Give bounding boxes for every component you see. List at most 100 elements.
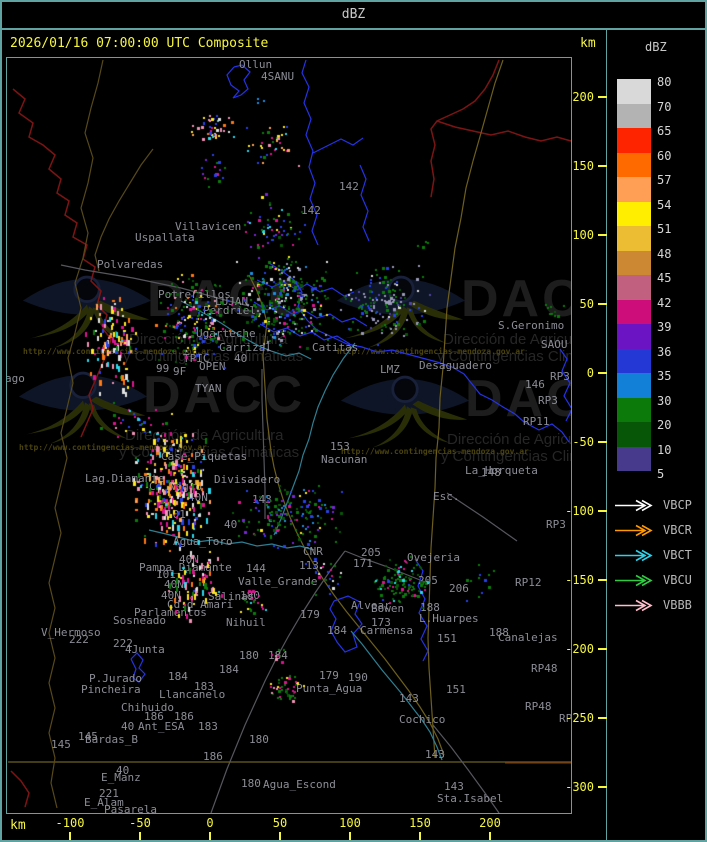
- y-axis-tick: [598, 441, 607, 443]
- y-axis-tick-label: 50: [579, 297, 594, 311]
- y-axis-tick: [598, 372, 607, 374]
- map-label: RP3: [546, 518, 566, 531]
- x-axis-tick-label: 150: [409, 816, 431, 830]
- timestamp: 2026/01/16 07:00:00 UTC Composite: [10, 36, 269, 51]
- dacc-url: http://www.contingencias.mendoza.gov.ar: [19, 443, 207, 452]
- window-title: dBZ: [2, 2, 705, 30]
- map-label: 145: [78, 730, 98, 743]
- map-label: 188: [420, 601, 440, 614]
- map-label: 143: [444, 780, 464, 793]
- legend-arrow-icon: [615, 599, 653, 612]
- x-axis-tick-label: 0: [206, 816, 214, 830]
- map-label: 40: [224, 518, 238, 531]
- y-axis-tick: [598, 786, 607, 788]
- map-label: 153: [330, 440, 350, 453]
- map-label: TPIC: [183, 352, 210, 365]
- colorbar-tick-label: 57: [657, 173, 672, 187]
- map-label: Polvaredas: [97, 258, 164, 271]
- x-axis-tick: [489, 832, 491, 840]
- y-axis-tick: [598, 717, 607, 719]
- map-label: E_Alam: [84, 796, 124, 809]
- colorbar-tick-label: 70: [657, 99, 672, 114]
- road-line: [261, 369, 266, 519]
- dacc-line1: Dirección de Agricultura: [447, 431, 571, 448]
- map-label: Canalejas: [498, 631, 558, 644]
- map-label: 99: [156, 362, 170, 375]
- legend-arrow-icon: [615, 524, 653, 537]
- map-label: 40N: [188, 491, 208, 504]
- map-label: 4Junta: [125, 643, 165, 656]
- river-line: [226, 64, 251, 99]
- map-label: Alvear: [351, 599, 391, 612]
- dacc-line1: Dirección de Agricultura: [129, 331, 288, 348]
- map-label: 190: [348, 671, 368, 684]
- x-axis-tick: [209, 832, 211, 840]
- map-label: 40N: [164, 578, 184, 591]
- map-label: 205: [418, 574, 438, 587]
- map-label: Carrizal: [219, 341, 272, 354]
- y-axis-tick: [598, 303, 607, 305]
- map-label: 101: [156, 568, 176, 581]
- dacc-url: http://www.contingencias.mendoza.gov.ar: [337, 347, 525, 356]
- map-label: Pampa_Diamante: [139, 561, 232, 574]
- map-label: Ovejeria: [407, 551, 460, 564]
- river-line: [268, 262, 570, 443]
- map-label: Chihuido: [121, 701, 174, 714]
- map-label: Lag.Diamante: [85, 472, 165, 485]
- colorbar-swatch: [617, 152, 651, 177]
- map-label: Cd.d_Amari: [167, 598, 234, 611]
- map-label: 143: [425, 748, 445, 761]
- y-axis-tick: [598, 165, 607, 167]
- colorbar-tick-label: 20: [657, 418, 672, 432]
- map-label: 183: [194, 680, 214, 693]
- y-axis-tick: [598, 234, 607, 236]
- map-label: OPEN: [199, 360, 226, 373]
- map-label: 173: [371, 616, 391, 629]
- map-label: Perdriel: [203, 304, 256, 317]
- map-label: RP48: [531, 662, 558, 675]
- map-label: 143: [399, 692, 419, 705]
- colorbar-swatch: [617, 348, 651, 373]
- dacc-line2: y Contingencias Climáticas: [123, 348, 304, 365]
- map-label: Nihuil: [226, 616, 266, 629]
- river-line: [256, 279, 355, 297]
- dacc-watermark-text: DACC: [143, 366, 306, 424]
- dacc-watermark-text: DACC: [147, 270, 310, 328]
- map-label: Bowen: [371, 602, 405, 615]
- map-label: 186: [144, 710, 164, 723]
- legend-code: VBCU: [663, 573, 692, 587]
- river-line: [180, 300, 312, 360]
- map-label: 9F: [173, 365, 187, 378]
- dacc-line2: y Contingencias Climáticas: [441, 448, 571, 465]
- y-axis-tick-label: -150: [565, 573, 594, 587]
- x-axis-tick: [279, 832, 281, 840]
- colorbar-tick-label: 60: [657, 148, 672, 163]
- map-label: RP12: [515, 576, 542, 589]
- map-label: Catitas: [312, 341, 359, 354]
- map-label: LMZ: [380, 363, 400, 376]
- colorbar-swatch: [617, 373, 651, 398]
- map-label: Divisadero: [214, 473, 281, 486]
- colorbar-swatch: [617, 324, 651, 349]
- colorbar-swatch: [617, 79, 651, 104]
- map-label: 142: [301, 204, 321, 217]
- y-axis-tick-label: -100: [565, 504, 594, 518]
- colorbar-swatch: [617, 422, 651, 447]
- map-label: Ant_ESA: [138, 720, 185, 733]
- map-label: LUJAN: [215, 295, 249, 308]
- map-label: 222: [113, 637, 133, 650]
- colorbar-swatch: [617, 103, 651, 128]
- map-label: 151: [446, 683, 466, 696]
- radar-echo-canvas: [7, 58, 571, 813]
- road-line: [248, 274, 445, 756]
- colorbar-swatch: [617, 250, 651, 275]
- map-label: 4SANU: [261, 70, 295, 83]
- map-label: ago: [6, 372, 25, 385]
- colorbar-tick-label: 80: [657, 75, 672, 89]
- legend-code: VBCR: [663, 523, 692, 537]
- map-label: 188: [489, 626, 509, 639]
- colorbar-swatch: [617, 299, 651, 324]
